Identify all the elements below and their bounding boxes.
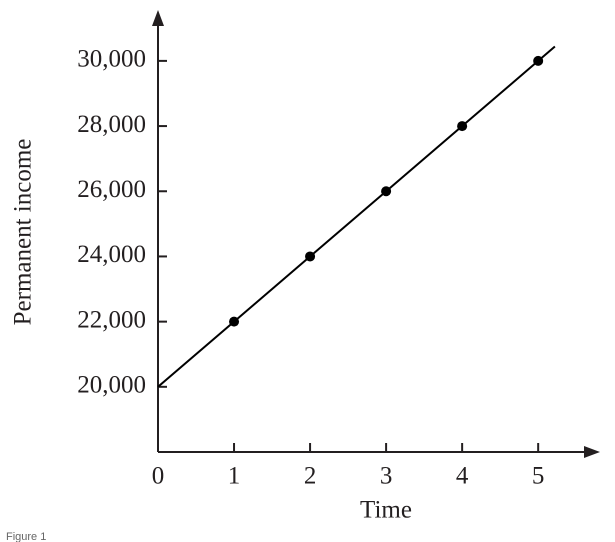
y-axis-arrow bbox=[152, 10, 164, 26]
y-tick-label: 28,000 bbox=[77, 111, 146, 138]
y-tick-label: 24,000 bbox=[77, 241, 146, 268]
data-point bbox=[229, 316, 240, 327]
data-point bbox=[381, 186, 392, 197]
x-axis-label: Time bbox=[360, 497, 412, 524]
trend-line bbox=[157, 45, 556, 388]
y-tick-label: 22,000 bbox=[77, 306, 146, 333]
x-tick-label: 3 bbox=[380, 463, 393, 490]
data-point bbox=[305, 251, 316, 262]
x-tick-label: 0 bbox=[152, 463, 165, 490]
y-tick-label: 30,000 bbox=[77, 46, 146, 73]
y-axis-label: Permanent income bbox=[10, 139, 37, 326]
x-axis-arrow bbox=[584, 446, 600, 458]
x-tick-label: 2 bbox=[304, 463, 317, 490]
x-tick-label: 4 bbox=[456, 463, 469, 490]
data-point bbox=[457, 121, 468, 132]
x-tick-label: 5 bbox=[532, 463, 545, 490]
x-tick-label: 1 bbox=[228, 463, 241, 490]
data-point bbox=[533, 55, 544, 66]
caption: Figure 1 bbox=[6, 531, 46, 542]
y-tick-label: 20,000 bbox=[77, 372, 146, 399]
y-tick-label: 26,000 bbox=[77, 176, 146, 203]
